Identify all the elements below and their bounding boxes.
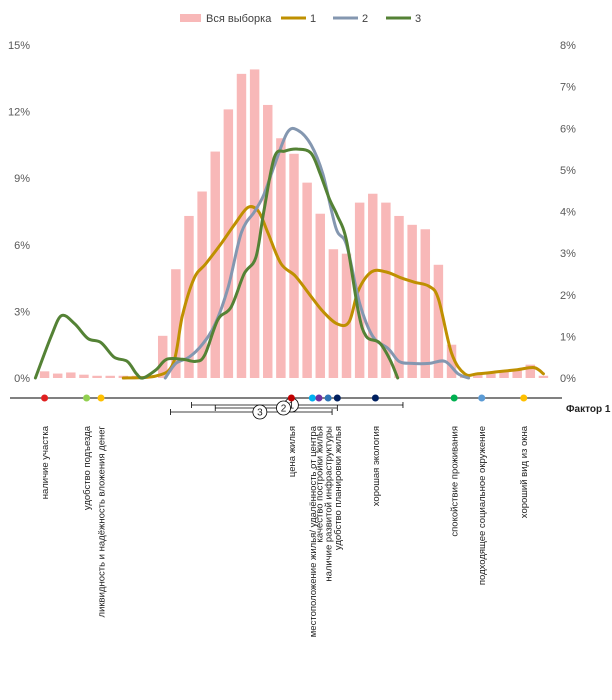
right-tick-label: 4% <box>560 207 576 219</box>
bar <box>486 373 496 378</box>
bar <box>394 215 404 378</box>
bar <box>525 364 536 378</box>
bar <box>512 369 522 378</box>
bar <box>446 344 457 378</box>
bar <box>276 138 286 378</box>
right-tick-label: 5% <box>560 165 576 177</box>
series-line-3 <box>33 147 400 380</box>
bar <box>79 374 89 378</box>
factor-dot <box>97 394 105 402</box>
factor-label: спокойствие проживания <box>450 426 461 537</box>
right-tick-label: 2% <box>560 290 576 302</box>
factor-label: удобство подъезда <box>82 425 93 510</box>
right-tick-label: 6% <box>560 123 576 135</box>
factor-dot <box>324 394 332 402</box>
bar <box>157 335 168 378</box>
legend-label-all-sample: Вся выборка <box>206 13 272 25</box>
left-tick-label: 15% <box>8 40 30 52</box>
factor-dot <box>287 394 295 402</box>
bar <box>52 373 63 378</box>
right-tick-label: 1% <box>560 331 576 343</box>
bar <box>433 264 444 378</box>
right-tick-label: 3% <box>560 248 576 260</box>
legend: Вся выборка 1 2 3 <box>180 13 421 25</box>
left-tick-label: 0% <box>14 373 30 385</box>
bar <box>368 193 378 378</box>
factor-label: цена жилья <box>287 426 298 477</box>
bar <box>302 182 312 378</box>
bar <box>197 191 207 378</box>
bar <box>341 253 352 378</box>
legend-label-series-3: 3 <box>415 13 421 25</box>
legend-label-series-2: 2 <box>362 13 368 25</box>
factor-label: удобство планировки жилья <box>333 426 344 550</box>
bar <box>39 371 50 378</box>
bar <box>210 151 220 378</box>
bar <box>381 202 391 378</box>
factor-label: наличие развитой инфраструктуры <box>324 426 335 582</box>
factor-dot <box>333 394 341 402</box>
cluster-number-1: 1 <box>289 401 295 412</box>
bar <box>223 109 234 378</box>
factor-dot <box>520 394 528 402</box>
legend-swatch-all-sample <box>180 14 201 22</box>
cluster-circle-3 <box>252 404 268 420</box>
bar <box>289 153 299 378</box>
bars-all-sample <box>39 69 549 379</box>
series-line-1 <box>121 205 545 380</box>
factor-label: наличие участка <box>40 425 51 499</box>
left-tick-label: 9% <box>14 173 30 185</box>
bar <box>499 371 509 378</box>
bar <box>407 224 417 378</box>
factor-label: ликвидность и надёжность вложения денег <box>97 425 108 617</box>
cluster-lines <box>33 126 545 380</box>
factor-dot <box>371 394 379 402</box>
right-tick-label: 0% <box>560 373 576 385</box>
right-tick-label: 7% <box>560 82 576 94</box>
factor-dot <box>41 394 49 402</box>
left-tick-label: 12% <box>8 107 30 119</box>
bar <box>538 375 549 378</box>
bar <box>473 374 483 378</box>
right-y-axis: 0% 1% 2% 3% 4% 5% 6% 7% 8% <box>560 40 576 385</box>
left-y-axis: 0% 3% 6% 9% 12% 15% <box>8 40 30 385</box>
factor-axis-title: Фактор 1 <box>566 404 611 415</box>
factor-dot <box>315 394 323 402</box>
left-tick-label: 6% <box>14 240 30 252</box>
factor-dot <box>450 394 458 402</box>
factor-label: местоположение жилья/ удалённость от цен… <box>308 425 319 637</box>
factor-labels: наличие участка удобство подъезда ликвидно… <box>40 394 530 637</box>
factor-label: хороший вид из окна <box>519 425 530 518</box>
bar <box>236 73 247 379</box>
factor-label: хорошая экология <box>371 426 382 506</box>
bar <box>171 269 181 378</box>
bar <box>328 249 339 378</box>
factor-label: качество постройки жилья <box>314 426 325 542</box>
factor-dot <box>83 394 91 402</box>
right-tick-label: 8% <box>560 40 576 52</box>
factor-label: подходящее социальное окружение <box>477 426 488 585</box>
left-tick-label: 3% <box>14 306 30 318</box>
bar <box>105 375 115 378</box>
cluster-number-3: 3 <box>257 408 263 419</box>
cluster-markers: 12 3 <box>170 397 404 420</box>
bar <box>249 69 260 379</box>
legend-label-series-1: 1 <box>310 13 316 25</box>
bar <box>420 229 431 378</box>
cluster-number-2: 2 <box>281 404 287 415</box>
cluster-circle-2 <box>276 400 291 416</box>
bar <box>92 375 102 378</box>
factor-dot <box>478 394 486 402</box>
bar <box>315 213 325 378</box>
factor-dot <box>308 394 316 402</box>
bar <box>66 372 76 378</box>
bar <box>263 104 273 378</box>
